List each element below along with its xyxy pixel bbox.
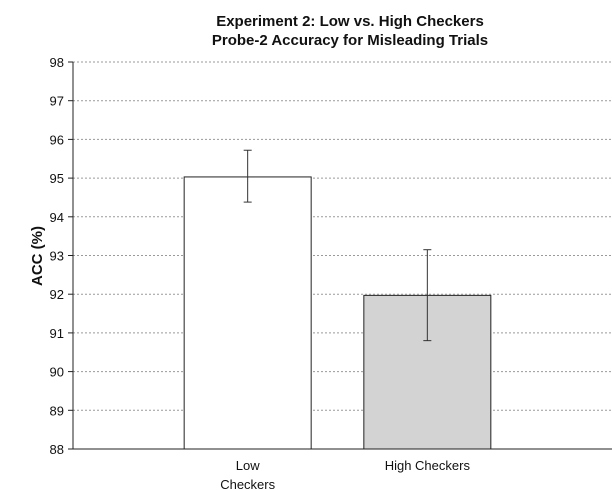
- gridlines: [73, 61, 612, 411]
- y-tick-label: 98: [50, 55, 64, 70]
- y-tick-label: 94: [50, 210, 64, 225]
- y-tick-label: 96: [50, 132, 64, 147]
- y-tick-label: 90: [50, 365, 64, 380]
- x-axis-categories: Low Checkers High Checkers: [220, 458, 470, 490]
- y-tick-label: 93: [50, 249, 64, 264]
- chart-title-line-2: Probe-2 Accuracy for Misleading Trials: [212, 32, 488, 49]
- y-axis-label: ACC (%): [29, 226, 46, 286]
- y-tick-label: 95: [50, 171, 64, 186]
- error-bars: [243, 149, 432, 342]
- y-axis-ticks: 88 89 90 91 92 93 94 95 96 97 98: [50, 55, 73, 457]
- bars: [183, 176, 492, 450]
- y-tick-label: 88: [50, 442, 64, 457]
- chart-title-line-1: Experiment 2: Low vs. High Checkers: [216, 13, 484, 30]
- category-label: Checkers: [220, 477, 275, 490]
- bar: [363, 294, 492, 450]
- category-label: Low: [236, 458, 260, 473]
- y-tick-label: 92: [50, 287, 64, 302]
- y-tick-label: 91: [50, 326, 64, 341]
- y-tick-label: 97: [50, 94, 64, 109]
- y-tick-label: 89: [50, 403, 64, 418]
- bar: [183, 176, 312, 450]
- category-label: High Checkers: [385, 458, 471, 473]
